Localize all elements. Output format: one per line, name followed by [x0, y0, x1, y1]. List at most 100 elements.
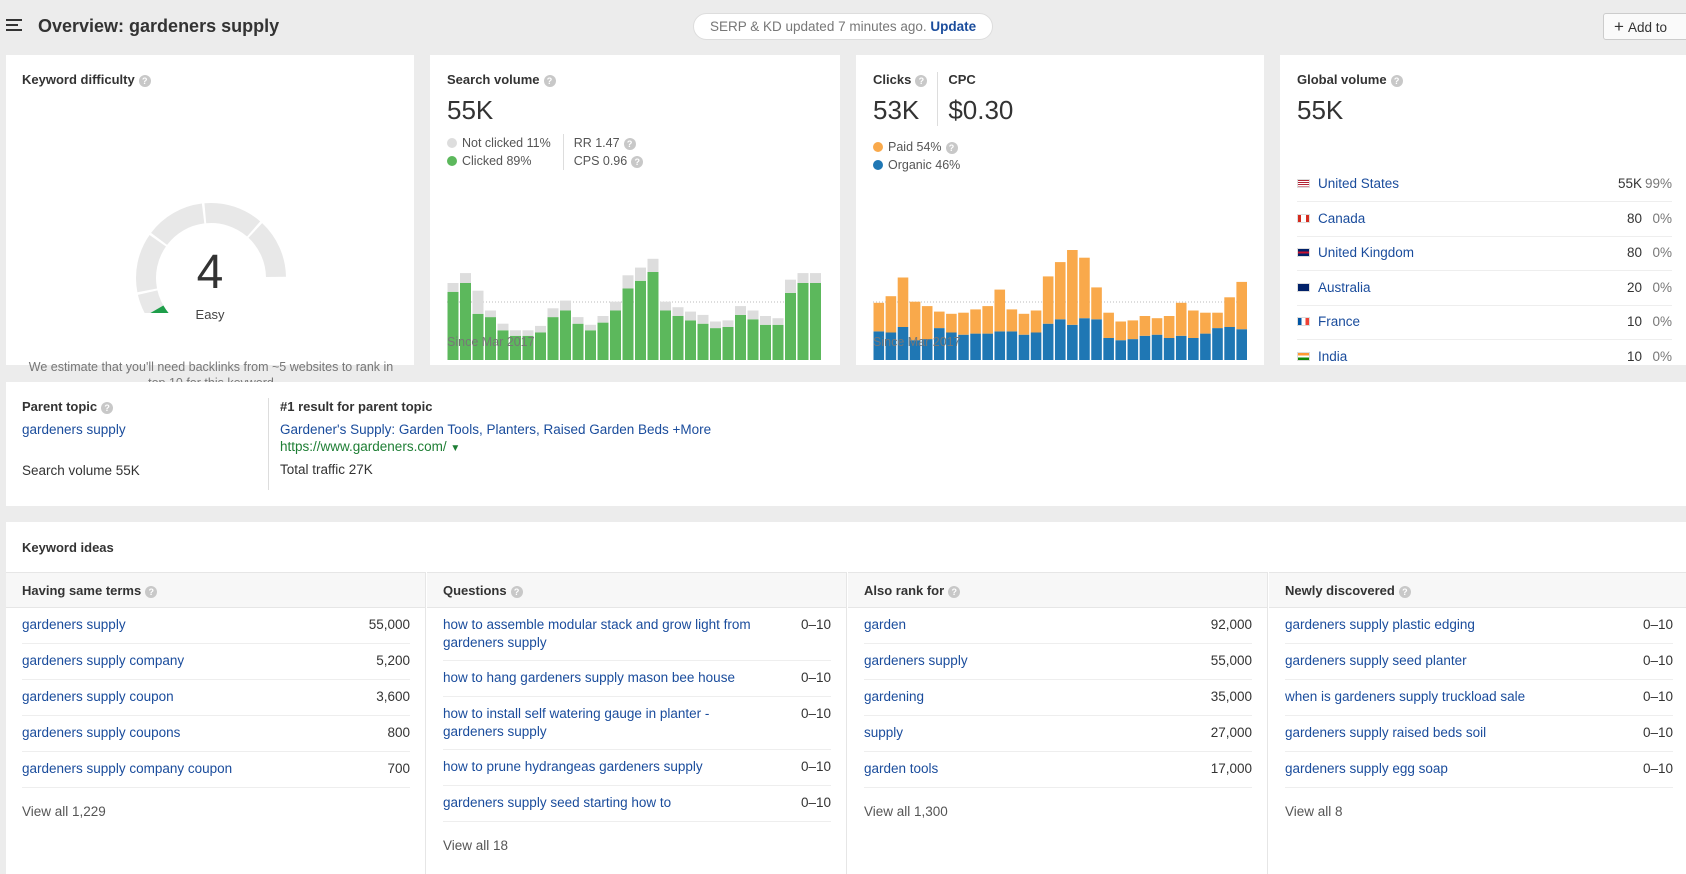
keyword-link[interactable]: supply: [864, 725, 904, 740]
bar-organic[interactable]: [958, 334, 969, 360]
bar-paid[interactable]: [897, 277, 909, 328]
bar-paid[interactable]: [909, 301, 921, 341]
bar-paid[interactable]: [1139, 316, 1151, 336]
bar-organic[interactable]: [1079, 318, 1090, 360]
bar-paid[interactable]: [1224, 297, 1235, 327]
bar-clicked[interactable]: [572, 323, 584, 360]
bar-not-clicked[interactable]: [722, 320, 734, 327]
bar-clicked[interactable]: [647, 272, 659, 360]
bar-clicked[interactable]: [585, 330, 596, 360]
bar-clicked[interactable]: [635, 280, 646, 360]
keyword-link[interactable]: gardeners supply: [864, 653, 968, 668]
add-to-button[interactable]: + Add to: [1603, 13, 1686, 40]
top-result-url-row[interactable]: https://www.gardeners.com/ ▼: [280, 439, 711, 454]
bar-not-clicked[interactable]: [522, 330, 534, 336]
bar-not-clicked[interactable]: [672, 307, 684, 316]
bar-clicked[interactable]: [460, 283, 471, 360]
bar-clicked[interactable]: [672, 316, 684, 360]
bar-not-clicked[interactable]: [572, 317, 584, 324]
keyword-link[interactable]: how to prune hydrangeas gardeners supply: [443, 759, 703, 774]
country-link[interactable]: France: [1318, 314, 1361, 329]
bar-not-clicked[interactable]: [585, 324, 596, 331]
bar-not-clicked[interactable]: [547, 308, 559, 318]
view-all-link[interactable]: View all 1,229: [22, 804, 106, 819]
bar-clicked[interactable]: [785, 292, 796, 360]
bar-clicked[interactable]: [722, 327, 734, 360]
bar-organic[interactable]: [946, 332, 957, 361]
bar-not-clicked[interactable]: [560, 300, 571, 311]
country-link[interactable]: Australia: [1318, 279, 1371, 295]
keyword-link[interactable]: how to hang gardeners supply mason bee h…: [443, 670, 735, 685]
bar-paid[interactable]: [1212, 312, 1223, 329]
bar-paid[interactable]: [970, 309, 981, 334]
bar-not-clicked[interactable]: [772, 318, 784, 325]
bar-paid[interactable]: [1006, 309, 1018, 332]
bar-paid[interactable]: [1042, 276, 1054, 324]
bar-paid[interactable]: [982, 306, 993, 334]
bar-not-clicked[interactable]: [760, 316, 771, 325]
bar-clicked[interactable]: [760, 324, 771, 360]
bar-clicked[interactable]: [560, 310, 571, 361]
bar-not-clicked[interactable]: [597, 316, 609, 323]
bar-paid[interactable]: [873, 302, 885, 332]
bar-organic[interactable]: [909, 340, 921, 360]
bar-paid[interactable]: [1103, 312, 1114, 338]
keyword-link[interactable]: how to assemble modular stack and grow l…: [443, 617, 751, 650]
keyword-link[interactable]: gardeners supply seed planter: [1285, 653, 1467, 668]
bar-organic[interactable]: [1163, 338, 1175, 360]
bar-clicked[interactable]: [510, 335, 521, 360]
bar-paid[interactable]: [1151, 318, 1163, 335]
bar-clicked[interactable]: [497, 330, 509, 360]
keyword-link[interactable]: gardeners supply coupons: [22, 725, 181, 740]
bar-paid[interactable]: [1163, 316, 1175, 338]
keyword-link[interactable]: gardeners supply raised beds soil: [1285, 725, 1487, 740]
help-icon[interactable]: ?: [623, 137, 636, 150]
keyword-link[interactable]: gardeners supply plastic edging: [1285, 617, 1475, 632]
bar-paid[interactable]: [921, 306, 933, 340]
bar-paid[interactable]: [885, 296, 897, 333]
bar-not-clicked[interactable]: [472, 290, 484, 314]
keyword-link[interactable]: gardening: [864, 689, 925, 704]
bar-paid[interactable]: [994, 289, 1006, 332]
help-icon[interactable]: ?: [1398, 585, 1411, 598]
bar-clicked[interactable]: [797, 283, 809, 360]
bar-organic[interactable]: [1151, 334, 1163, 360]
keyword-link[interactable]: garden: [864, 617, 907, 632]
bar-organic[interactable]: [1042, 323, 1054, 360]
bar-organic[interactable]: [885, 332, 897, 361]
bar-organic[interactable]: [982, 333, 993, 360]
bar-organic[interactable]: [1006, 331, 1018, 360]
bar-clicked[interactable]: [535, 332, 546, 361]
bar-organic[interactable]: [1018, 334, 1030, 360]
country-link[interactable]: Canada: [1318, 210, 1366, 226]
bar-organic[interactable]: [1200, 333, 1211, 360]
keyword-link[interactable]: gardeners supply company coupon: [22, 761, 233, 776]
bar-not-clicked[interactable]: [710, 321, 721, 329]
help-icon[interactable]: ?: [543, 74, 556, 87]
bar-clicked[interactable]: [472, 313, 484, 360]
bar-organic[interactable]: [1091, 319, 1102, 360]
bar-clicked[interactable]: [610, 310, 621, 361]
bar-paid[interactable]: [1030, 310, 1042, 333]
bar-paid[interactable]: [946, 313, 957, 333]
bar-paid[interactable]: [1067, 250, 1078, 325]
help-icon[interactable]: ?: [145, 585, 158, 598]
bar-paid[interactable]: [1079, 257, 1090, 319]
keyword-link[interactable]: gardeners supply egg soap: [1285, 761, 1448, 776]
help-icon[interactable]: ?: [510, 585, 523, 598]
help-icon[interactable]: ?: [1390, 74, 1403, 87]
bar-not-clicked[interactable]: [535, 325, 546, 333]
update-link[interactable]: Update: [930, 19, 977, 34]
view-all-link[interactable]: View all 1,300: [864, 804, 948, 819]
bar-clicked[interactable]: [747, 319, 759, 360]
view-all-link[interactable]: View all 8: [1285, 804, 1343, 819]
view-all-link[interactable]: View all 18: [443, 838, 509, 853]
keyword-link[interactable]: how to install self watering gauge in pl…: [443, 706, 710, 739]
bar-not-clicked[interactable]: [635, 267, 646, 281]
keyword-link[interactable]: when is gardeners supply truckload sale: [1285, 689, 1526, 704]
bar-paid[interactable]: [1200, 312, 1211, 334]
country-link[interactable]: United Kingdom: [1318, 245, 1415, 260]
menu-icon[interactable]: [6, 19, 22, 31]
bar-clicked[interactable]: [597, 322, 609, 360]
bar-not-clicked[interactable]: [735, 306, 746, 315]
